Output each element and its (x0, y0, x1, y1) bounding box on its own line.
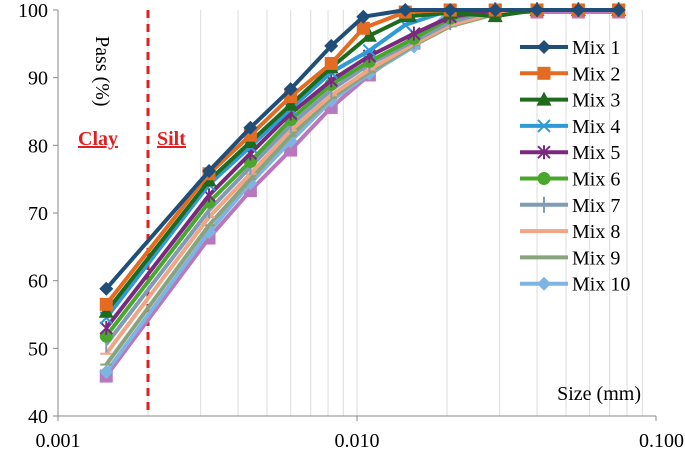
legend-entry: Mix 7 (520, 195, 620, 217)
legend-label: Mix 4 (572, 116, 620, 138)
star-marker (537, 145, 551, 160)
diamond-marker (398, 3, 413, 17)
axes: 40 50 60 70 80 90 100 0.001 0.010 0.100 (18, 0, 684, 452)
x-tick-label: 0.001 (36, 430, 81, 452)
square-marker (537, 66, 551, 80)
legend-entry: Mix 9 (520, 247, 620, 269)
legend-entry: Mix 8 (520, 221, 620, 243)
legend-entry: Mix 6 (520, 169, 620, 191)
diamond-marker (571, 3, 586, 17)
y-axis-title: Pass (%) (91, 36, 113, 107)
legend-entry: Mix 10 (520, 274, 630, 296)
series-mix-9 (100, 8, 625, 366)
x-axis-title: Size (mm) (557, 383, 641, 405)
legend-label: Mix 6 (572, 169, 620, 191)
diamond-marker (530, 3, 545, 17)
circle-marker (537, 172, 551, 185)
chart-text: Pass (%) Size (mm) Clay Silt (78, 36, 641, 405)
diamond-marker (99, 365, 114, 380)
diamond-marker (243, 120, 258, 135)
diamond-marker (356, 9, 371, 24)
diamond-marker (99, 281, 114, 296)
vertical-gridlines (147, 10, 643, 416)
star-marker (99, 321, 113, 336)
circle-marker (99, 329, 113, 343)
legend-label: Mix 3 (572, 90, 620, 112)
diamond-marker (443, 3, 458, 17)
diamond-marker (283, 82, 298, 97)
y-tick-label: 60 (28, 271, 48, 293)
legend-label: Mix 9 (572, 247, 620, 269)
legend-label: Mix 8 (572, 221, 620, 243)
diamond-marker (611, 3, 626, 17)
y-tick-label: 50 (28, 338, 48, 360)
legend-entry: Mix 4 (520, 116, 620, 138)
square-marker (99, 297, 113, 311)
x-tick-label: 0.010 (335, 430, 380, 452)
diamond-marker (202, 164, 217, 179)
legend-entry: Mix 3 (520, 90, 620, 112)
silt-label: Silt (157, 128, 186, 150)
diamond-marker (537, 276, 551, 291)
x-tick-label: 0.100 (639, 430, 684, 452)
x-marker (537, 119, 551, 133)
legend-entry: Mix 2 (520, 63, 620, 85)
diamond-marker (324, 38, 339, 53)
y-tick-label: 80 (28, 135, 48, 157)
diamond-marker (488, 3, 503, 17)
clay-label: Clay (78, 128, 118, 150)
legend-label: Mix 10 (572, 274, 630, 296)
triangle-marker (536, 91, 552, 106)
legend-label: Mix 7 (572, 195, 620, 217)
square-marker (356, 21, 370, 35)
square-marker (324, 56, 338, 70)
x-marker (362, 43, 377, 58)
legend-entry: Mix 5 (520, 142, 620, 164)
y-tick-label: 70 (28, 203, 48, 225)
series-line (104, 8, 619, 366)
triangle-marker (283, 96, 299, 111)
legend-entry: Mix 1 (520, 37, 620, 59)
diamond-marker (537, 40, 551, 54)
legend-label: Mix 5 (572, 142, 620, 164)
y-tick-label: 100 (18, 0, 48, 22)
legend: Mix 1 Mix 2 Mix 3 Mix 4 Mix 5 Mix 6 Mix 7 Mix 8… (520, 37, 630, 296)
y-tick-label: 40 (28, 406, 48, 428)
legend-label: Mix 1 (572, 37, 620, 59)
data-series (98, 2, 627, 383)
y-tick-label: 90 (28, 68, 48, 90)
legend-label: Mix 2 (572, 63, 620, 85)
series-mix-1 (99, 3, 626, 296)
